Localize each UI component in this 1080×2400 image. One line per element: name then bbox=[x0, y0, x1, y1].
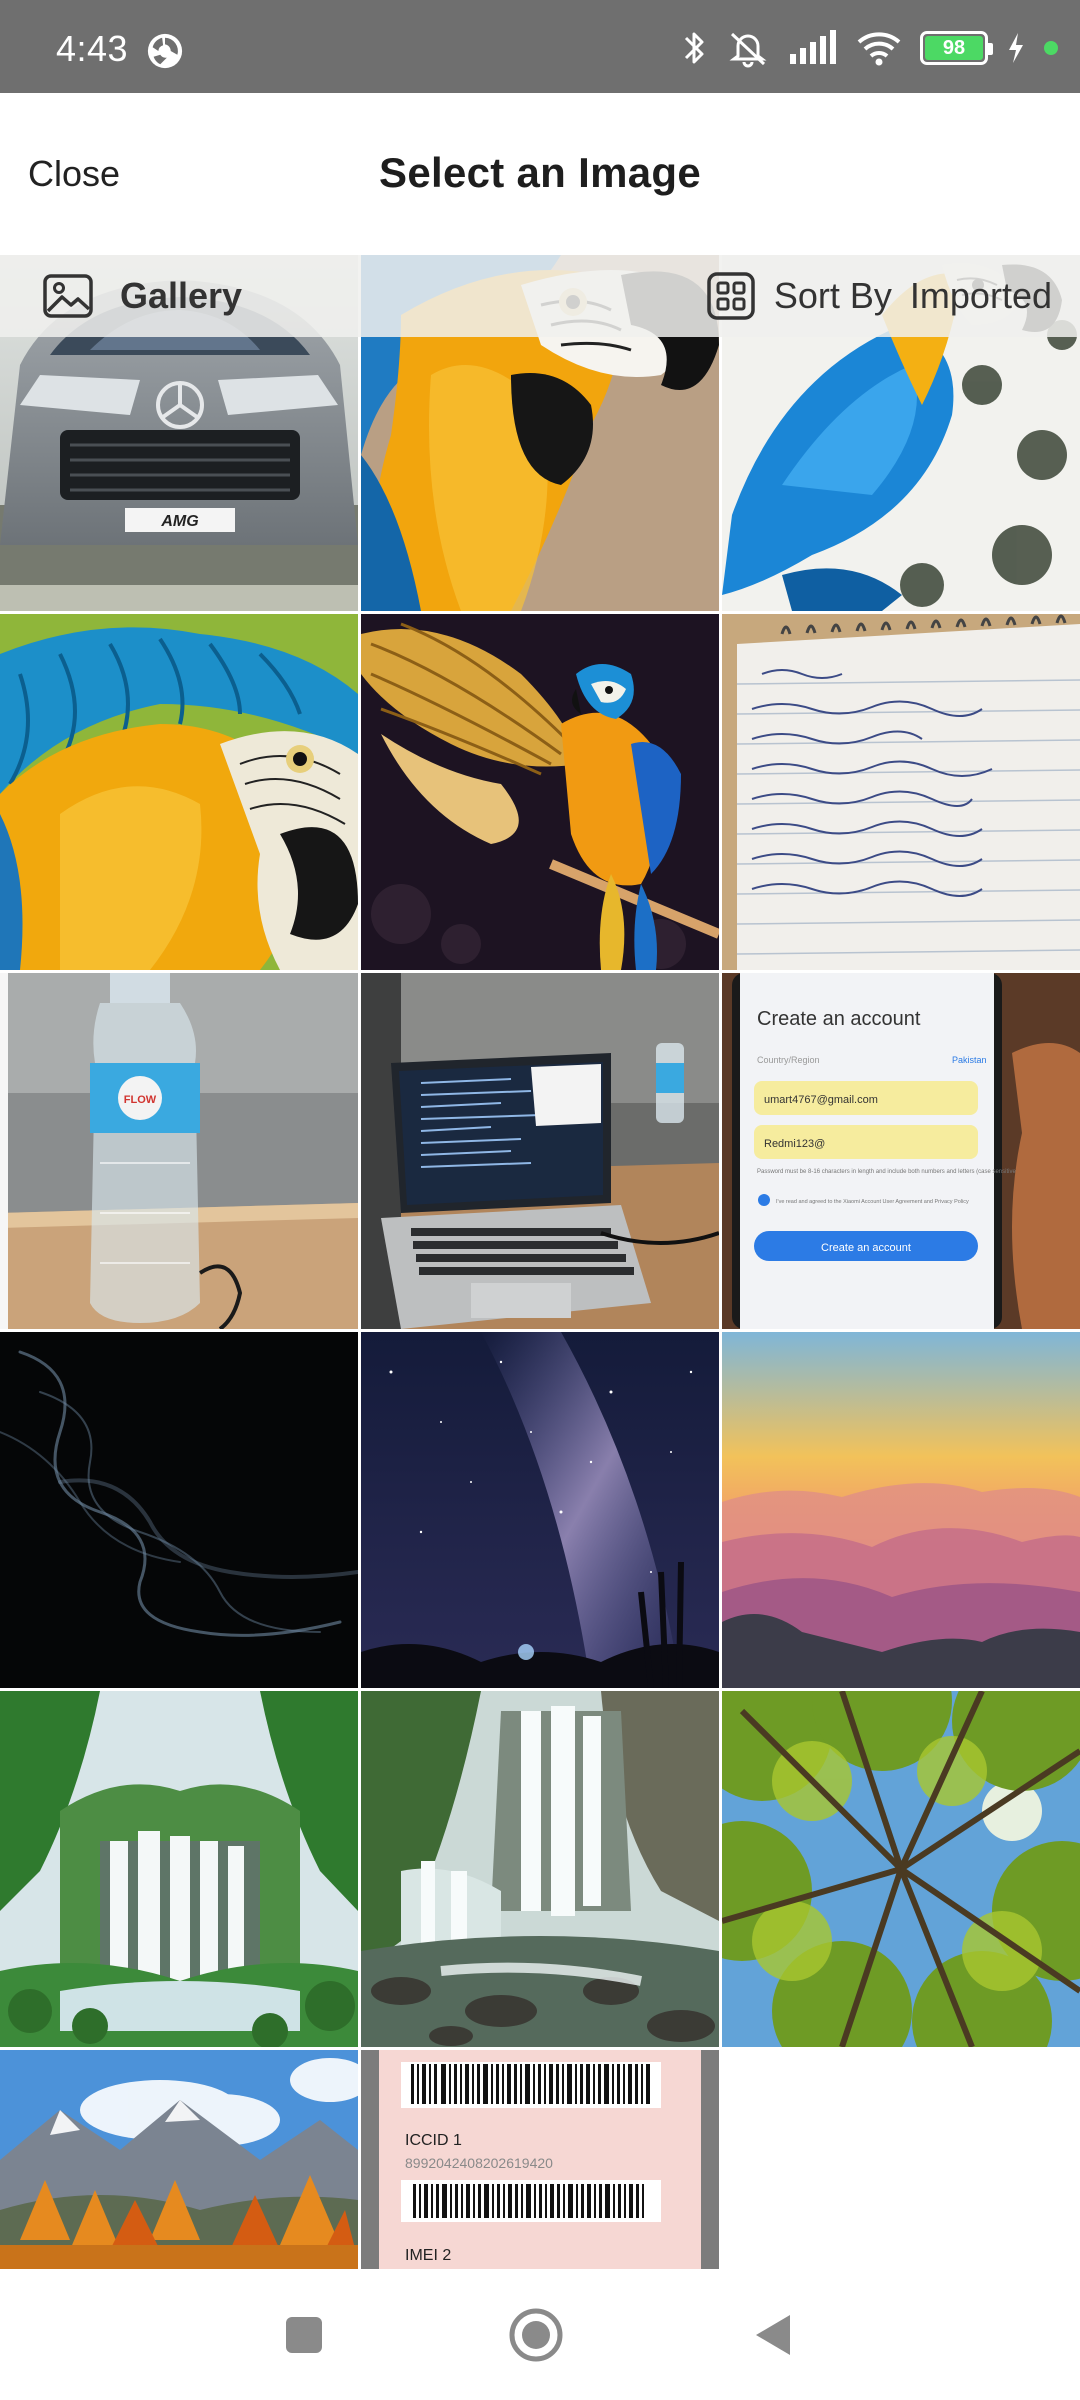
notebook-photo[interactable] bbox=[722, 614, 1080, 970]
sim-card-label-photo[interactable]: ICCID 1 8992042408202619420 IMEI 2 bbox=[361, 2050, 719, 2269]
parrot-wings-photo[interactable] bbox=[361, 614, 719, 970]
status-icons: 98 bbox=[682, 28, 1058, 68]
phone-region-label: Country/Region bbox=[757, 1055, 820, 1065]
gallery-toolbar: Gallery Sort By Imported bbox=[0, 255, 1080, 337]
autumn-mountains-photo[interactable] bbox=[0, 2050, 358, 2269]
home-circle-icon bbox=[509, 2308, 563, 2362]
bluetooth-icon bbox=[684, 32, 704, 64]
tree-canopy-photo[interactable] bbox=[722, 1691, 1080, 2047]
laptop-photo[interactable] bbox=[361, 973, 719, 1329]
car-plate-text: AMG bbox=[160, 513, 198, 530]
header: Close Select an Image bbox=[0, 93, 1080, 255]
gallery-button[interactable]: Gallery bbox=[42, 269, 242, 323]
recent-apps-button[interactable] bbox=[276, 2307, 332, 2363]
back-button[interactable] bbox=[744, 2307, 800, 2363]
image-grid: AMG bbox=[0, 255, 1080, 2269]
phone-email-text: umart4767@gmail.com bbox=[764, 1094, 878, 1106]
privacy-indicator-dot bbox=[1044, 41, 1058, 55]
status-time: 4:43 bbox=[56, 28, 129, 69]
back-triangle-icon bbox=[756, 2315, 790, 2355]
app-notification-icon bbox=[147, 33, 183, 69]
parrot-feathers-photo[interactable] bbox=[0, 614, 358, 970]
milky-way-photo[interactable] bbox=[361, 1332, 719, 1688]
system-nav-bar bbox=[0, 2269, 1080, 2400]
phone-screen-photo[interactable]: Create an account Country/Region Pakista… bbox=[722, 973, 1080, 1329]
sim-iccid-label: ICCID 1 bbox=[405, 2132, 462, 2149]
silent-mode-icon bbox=[729, 32, 767, 68]
battery-level: 98 bbox=[925, 36, 983, 60]
phone-region-value: Pakistan bbox=[952, 1055, 987, 1065]
home-button[interactable] bbox=[508, 2307, 564, 2363]
svg-text:FLOW: FLOW bbox=[124, 1094, 157, 1106]
sim-imei-label: IMEI 2 bbox=[405, 2247, 451, 2264]
square-icon bbox=[286, 2317, 322, 2353]
gallery-label: Gallery bbox=[120, 275, 243, 316]
phone-password-text: Redmi123@ bbox=[764, 1138, 825, 1150]
sort-by-label: Sort By bbox=[773, 275, 892, 316]
status-bar: 4:43 98 bbox=[0, 0, 1080, 93]
image-icon bbox=[43, 274, 93, 318]
waterfall-forest-photo[interactable] bbox=[0, 1691, 358, 2047]
car-photo[interactable]: AMG bbox=[0, 255, 358, 611]
sort-control[interactable]: Sort By Imported bbox=[706, 269, 1052, 323]
phone-hint-text: Password must be 8-16 characters in leng… bbox=[757, 1169, 1020, 1175]
smoke-photo[interactable] bbox=[0, 1332, 358, 1688]
sim-iccid-value: 8992042408202619420 bbox=[405, 2155, 553, 2171]
phone-button-text: Create an account bbox=[821, 1242, 911, 1254]
charging-icon bbox=[1009, 33, 1023, 63]
sunset-mountains-photo[interactable] bbox=[722, 1332, 1080, 1688]
grid-view-icon bbox=[707, 272, 755, 320]
waterfall-rocks-photo[interactable] bbox=[361, 1691, 719, 2047]
water-bottle-photo[interactable]: FLOW bbox=[0, 973, 358, 1329]
cellular-signal-icon bbox=[790, 30, 836, 64]
page-title: Select an Image bbox=[379, 149, 701, 196]
phone-title-text: Create an account bbox=[757, 1008, 921, 1030]
close-button[interactable]: Close bbox=[28, 153, 121, 194]
wifi-icon bbox=[857, 32, 901, 66]
battery-indicator: 98 bbox=[920, 31, 993, 65]
phone-agree-text: I've read and agreed to the Xiaomi Accou… bbox=[776, 1199, 969, 1205]
sort-value[interactable]: Imported bbox=[909, 275, 1052, 316]
